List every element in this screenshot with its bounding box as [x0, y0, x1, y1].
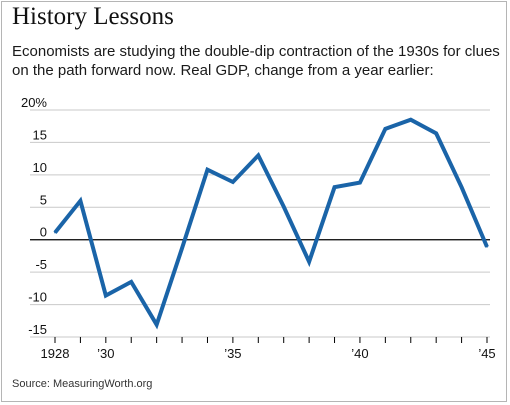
data-point: [409, 118, 412, 121]
data-point: [333, 186, 336, 188]
data-point: [257, 154, 260, 157]
data-point: [359, 181, 361, 184]
chart-subtitle: Economists are studying the double-dip c…: [12, 43, 500, 79]
data-point: [486, 246, 488, 248]
data-point: [435, 132, 437, 135]
data-point: [384, 128, 387, 130]
data-point: [282, 205, 285, 208]
data-point: [105, 294, 107, 297]
data-point: [54, 231, 56, 234]
x-tick-label: ’40: [351, 346, 368, 361]
y-tick-label: 20%: [21, 95, 47, 110]
source-note: Source: MeasuringWorth.org: [12, 378, 153, 390]
data-point: [79, 200, 82, 202]
data-point: [308, 260, 310, 263]
y-tick-label: -15: [28, 322, 47, 337]
y-axis-ticks: 20% 15 10 5 0 -5 -10 -15: [21, 95, 47, 337]
gridlines: [30, 109, 490, 338]
y-tick-label: 5: [40, 192, 47, 207]
y-tick-label: 15: [33, 127, 47, 142]
x-axis-ticks: 1928 ’30 ’35 ’40 ’45: [41, 337, 496, 361]
x-tick-label: ’45: [478, 346, 495, 361]
series-layer: [53, 117, 489, 330]
data-point: [130, 281, 133, 283]
x-tick-label: ’35: [224, 346, 241, 361]
y-tick-label: 10: [33, 160, 47, 175]
data-point: [181, 247, 183, 249]
y-tick-label: 0: [40, 225, 47, 240]
data-point: [232, 181, 234, 183]
x-tick-label: 1928: [41, 346, 70, 361]
data-point: [206, 168, 209, 171]
y-tick-label: -10: [28, 290, 47, 305]
gdp-series-line: [53, 117, 489, 330]
data-point: [460, 186, 463, 188]
x-tick-label: ’30: [97, 346, 114, 361]
chart-title: History Lessons: [12, 3, 174, 30]
data-point: [155, 323, 158, 326]
y-tick-label: -5: [35, 257, 47, 272]
